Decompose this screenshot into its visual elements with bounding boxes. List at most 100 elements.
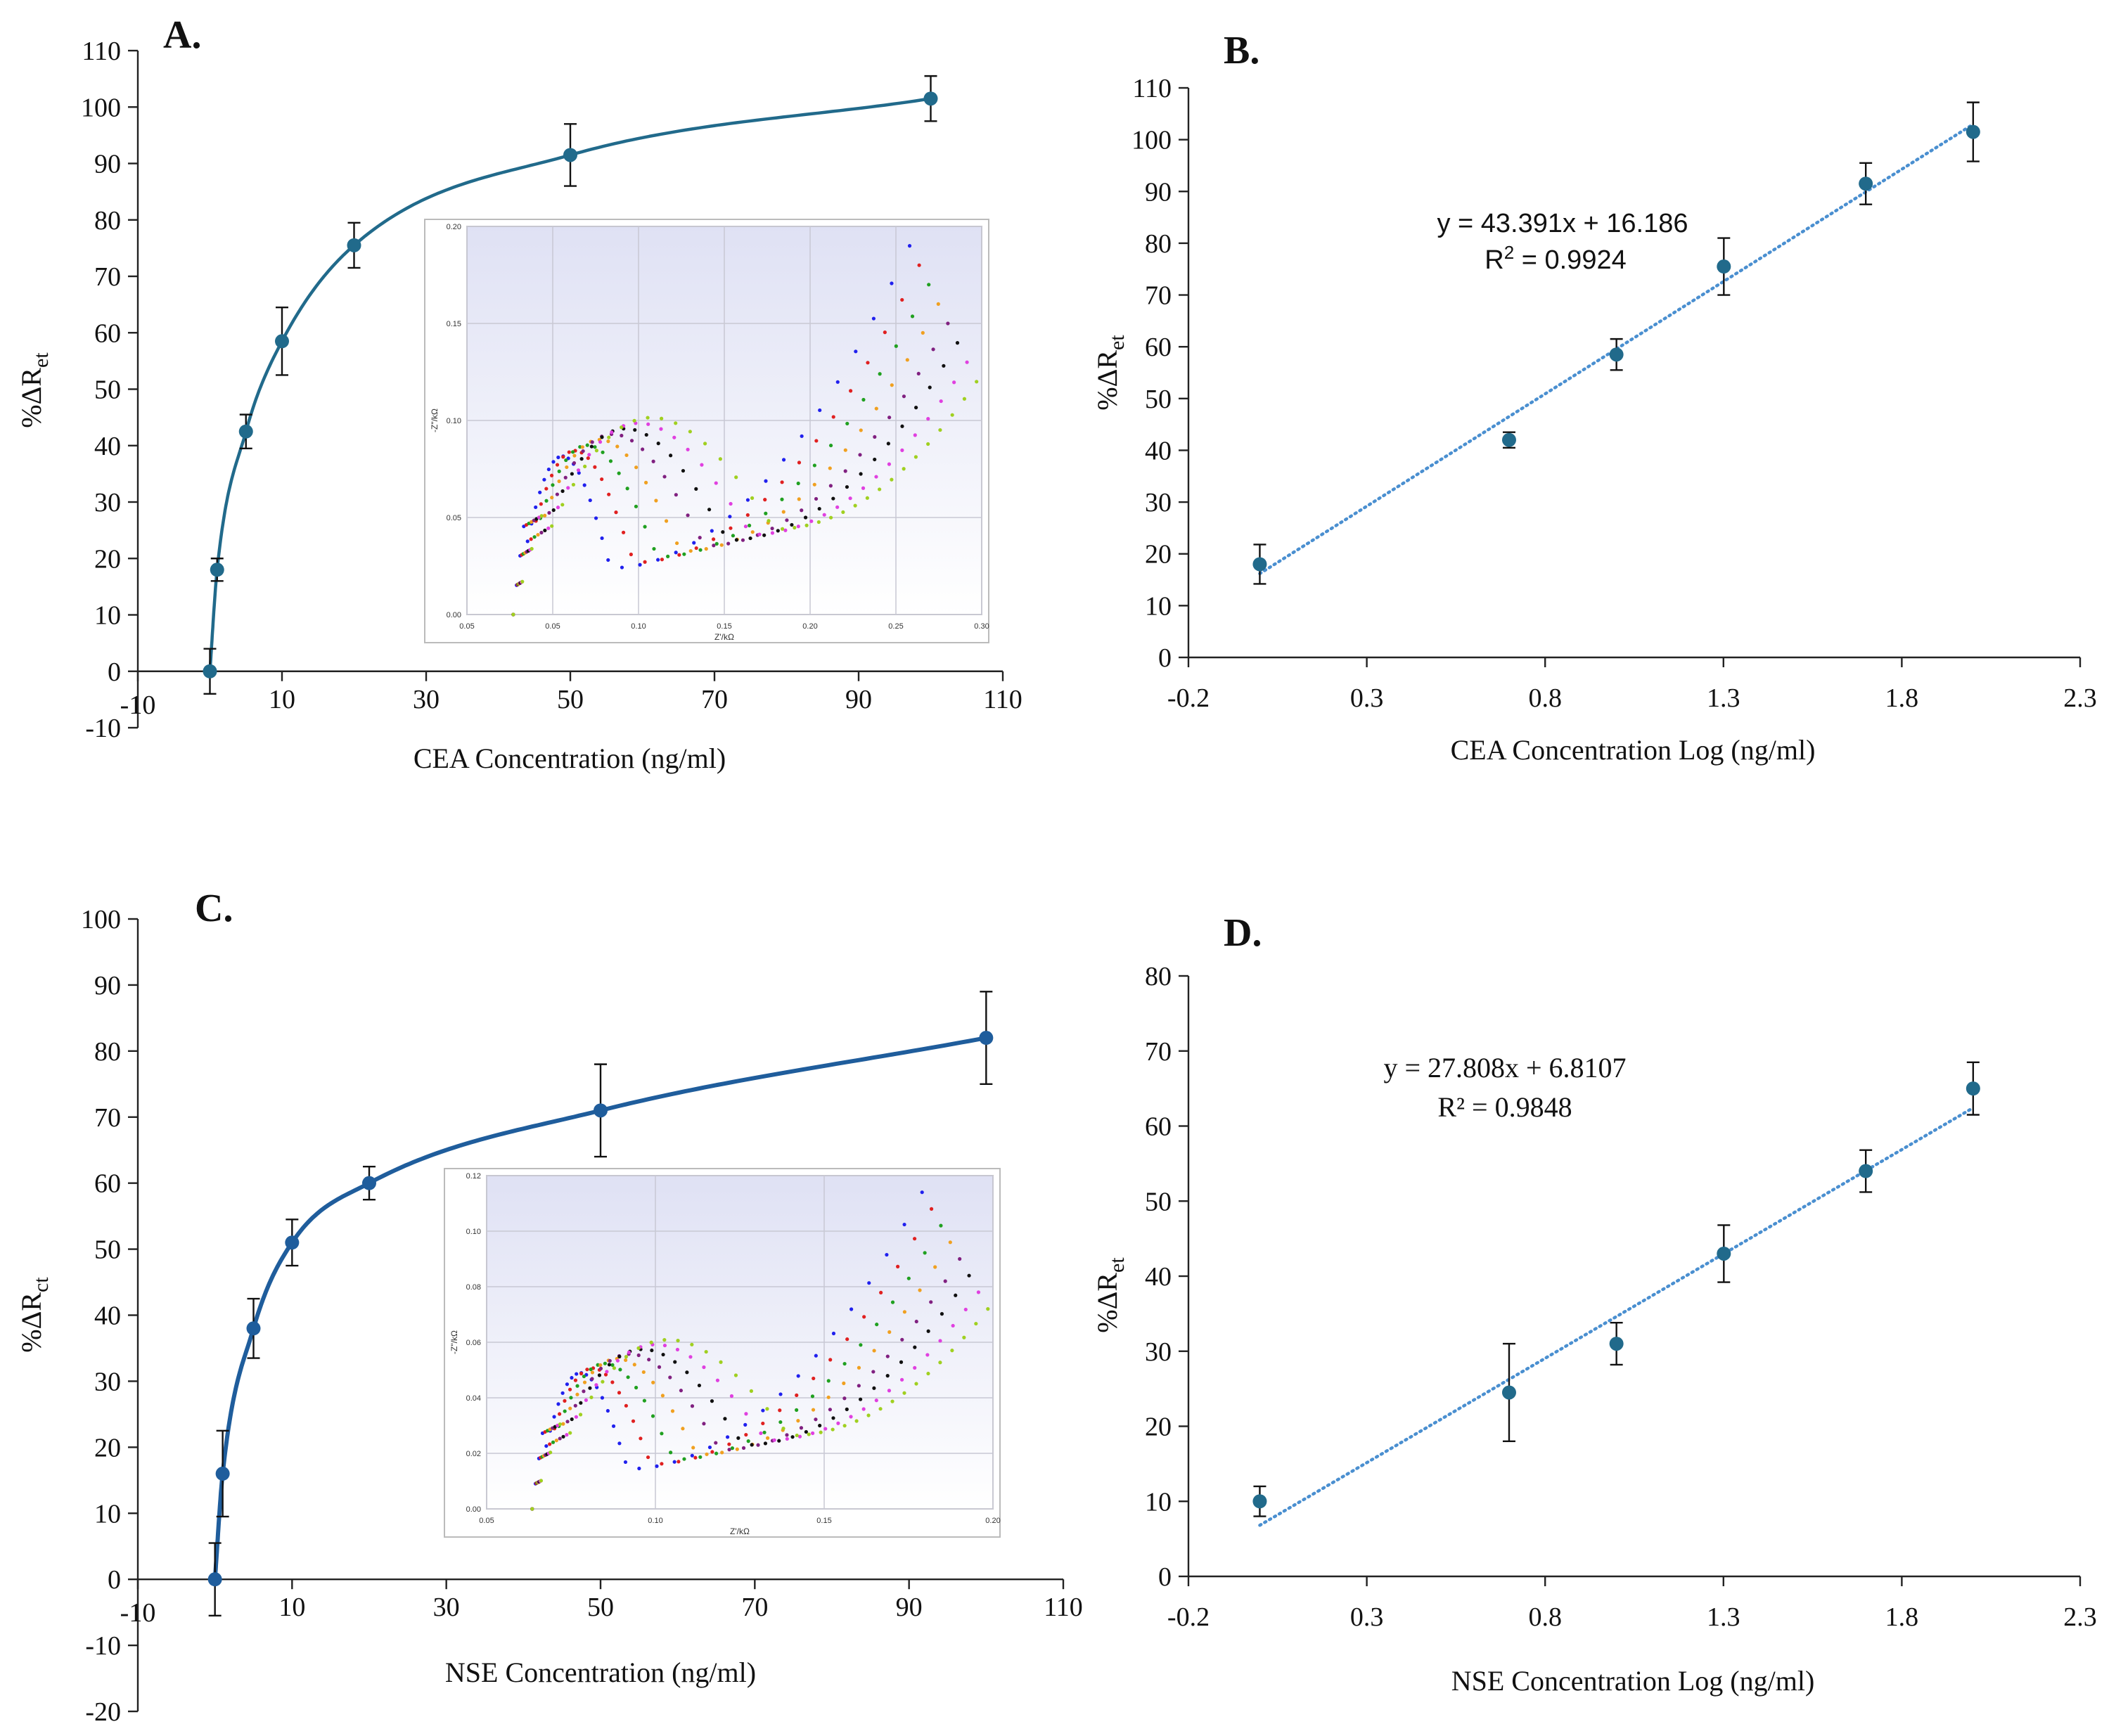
inset-data-dot [660,1432,664,1436]
inset-data-dot [565,1382,570,1387]
inset-data-dot [624,453,629,458]
inset-data-dot [629,552,633,557]
inset-data-dot [674,421,678,425]
inset-data-dot [675,1347,680,1352]
inset-data-dot [866,1413,871,1417]
x-axis-title: CEA Concentration Log (ng/ml) [1451,734,1816,766]
inset-data-dot [686,447,690,451]
inset-data-dot [694,546,698,551]
inset-data-dot [574,1415,578,1419]
inset-data-dot [811,1431,815,1435]
inset-data-dot [703,442,707,446]
inset-data-dot [828,466,832,470]
inset-data-dot [795,1408,799,1412]
inset-data-dot [692,541,696,545]
inset-data-dot [652,546,656,551]
inset-x-tick-label: 0.05 [459,622,474,631]
inset-data-dot [590,1377,594,1381]
inset-data-dot [770,526,774,531]
inset-data-dot [800,434,804,438]
x-tick-label: 0.8 [1528,683,1562,713]
inset-data-dot [568,1431,572,1435]
inset-data-dot [568,1406,572,1410]
inset-data-dot [885,1354,890,1358]
inset-data-dot [780,480,784,484]
inset-data-dot [588,1386,592,1390]
inset-y-tick-label: 0.12 [466,1172,481,1181]
inset-data-dot [826,1395,831,1399]
inset-data-dot [617,1441,622,1446]
inset-impedance-series [530,1307,990,1511]
inset-data-dot [579,1401,583,1405]
inset-data-dot [862,1315,866,1319]
inset-data-dot [600,1396,605,1400]
inset-data-dot [822,513,826,517]
inset-data-dot [617,1391,622,1395]
x-tick-label: 110 [983,685,1022,714]
inset-x-tick-label: 0.15 [717,622,731,631]
inset-data-dot [823,1427,828,1431]
inset-data-dot [748,536,752,541]
inset-data-dot [681,468,686,473]
data-point [215,1466,230,1481]
y-axis-title: %ΔRet [15,352,53,428]
inset-data-dot [731,534,736,538]
inset-data-dot [757,532,762,536]
inset-data-dot [657,1365,662,1369]
inset-data-dot [649,1340,653,1344]
inset-data-dot [539,530,544,535]
data-point [1966,124,1980,139]
inset-data-dot [905,358,909,362]
inset-data-dot [955,341,960,345]
y-tick-label: 70 [94,262,121,292]
inset-data-dot [686,513,690,517]
inset-data-dot [900,424,904,428]
inset-data-dot [536,532,540,537]
inset-data-dot [664,519,669,523]
inset-data-dot [557,479,561,484]
y-tick-label: 90 [94,150,121,179]
inset-data-dot [525,539,530,544]
inset-data-dot [907,244,912,248]
inset-data-dot [950,413,954,417]
inset-data-dot [546,526,551,530]
inset-data-dot [946,321,950,326]
inset-data-dot [608,459,613,463]
data-point [979,1031,994,1046]
inset-data-dot [796,481,800,486]
x-tick-label: 30 [413,685,440,714]
inset-data-dot [618,1368,622,1372]
inset-data-dot [859,1343,863,1347]
inset-data-dot [725,1435,730,1439]
inset-data-dot [598,1363,603,1368]
inset-data-dot [938,1339,942,1343]
inset-data-dot [835,380,840,384]
inset-data-dot [629,439,634,443]
inset-data-dot [659,427,663,431]
inset-data-dot [578,1413,583,1417]
data-point [275,334,289,349]
inset-data-dot [660,1462,664,1466]
inset-data-dot [669,454,673,458]
inset-data-dot [916,371,921,376]
inset-data-dot [549,473,554,477]
inset-data-dot [818,408,822,413]
inset-data-dot [720,1451,724,1455]
inset-data-dot [887,1330,892,1335]
y-tick-label: 110 [1132,74,1172,103]
fit-curve [208,96,931,673]
inset-data-dot [589,1395,594,1399]
inset-data-dot [778,1420,783,1425]
y-tick-label: 80 [1145,229,1172,259]
inset-data-dot [590,1370,595,1375]
inset-data-dot [560,489,565,494]
y-axis-title: %ΔRct [15,1277,53,1353]
x-tick-label: 10 [269,685,295,714]
x-tick-label: 1.3 [1707,1602,1740,1632]
data-point [362,1176,376,1190]
inset-x-tick-label: 0.05 [545,622,560,631]
y-tick-label: 70 [94,1103,121,1133]
inset-data-dot [887,462,892,466]
inset-data-dot [746,1439,750,1444]
